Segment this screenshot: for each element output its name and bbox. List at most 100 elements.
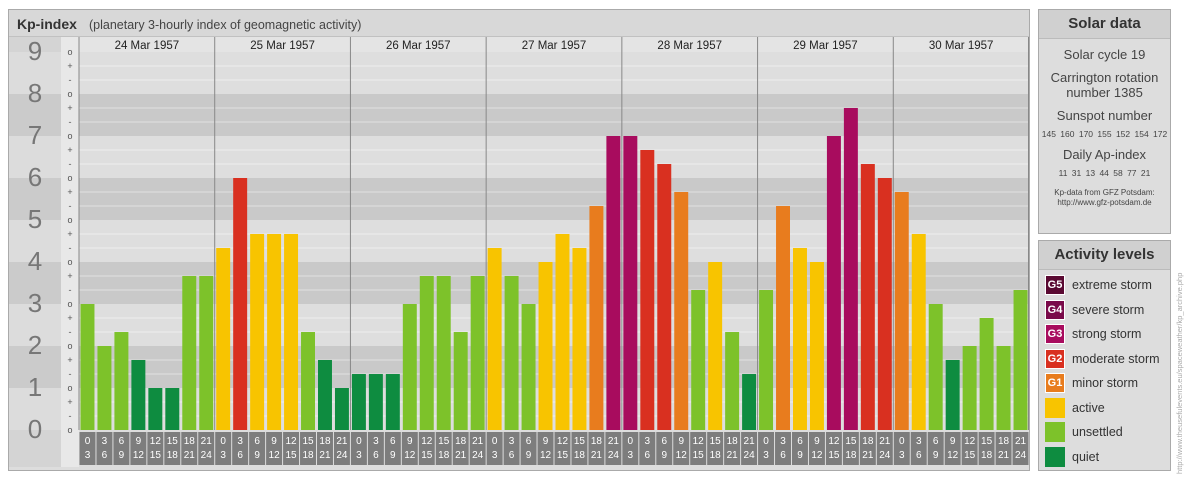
kp-bar <box>250 233 265 430</box>
ap-label: Daily Ap-index <box>1062 147 1147 162</box>
interval-end-label: 12 <box>404 450 416 461</box>
interval-start-label: 18 <box>591 436 603 447</box>
kp-chart-panel: Kp-index (planetary 3-hourly index of geo… <box>8 9 1030 471</box>
y-tick-label: 3 <box>28 288 42 318</box>
sub-tick-label: + <box>67 355 72 365</box>
interval-start-label: 0 <box>85 436 91 447</box>
interval-box <box>181 432 198 465</box>
legend-swatch <box>1045 397 1065 418</box>
date-label: 27 Mar 1957 <box>522 40 587 52</box>
interval-end-label: 9 <box>661 450 667 461</box>
legend-item: G2 moderate storm <box>1045 348 1160 369</box>
interval-start-label: 15 <box>981 436 993 447</box>
kp-bar <box>267 233 282 430</box>
interval-end-label: 24 <box>1015 450 1027 461</box>
legend-swatch: G1 <box>1045 373 1065 393</box>
interval-box <box>350 432 367 465</box>
sub-tick-label: o <box>67 425 72 435</box>
kp-bar <box>470 275 485 430</box>
kp-bar <box>809 262 824 430</box>
interval-start-label: 3 <box>102 436 108 447</box>
legend-item: unsettled <box>1045 422 1123 442</box>
date-label: 30 Mar 1957 <box>929 40 994 52</box>
subtick-column <box>61 37 79 467</box>
y-band <box>9 262 61 304</box>
interval-box <box>520 432 537 465</box>
interval-box <box>283 432 300 465</box>
sub-tick-label: o <box>67 257 72 267</box>
interval-start-label: 3 <box>237 436 243 447</box>
kp-bar <box>487 248 502 430</box>
interval-box <box>537 432 554 465</box>
legend-item: quiet <box>1045 446 1100 467</box>
kp-bar <box>80 304 95 430</box>
interval-end-label: 6 <box>373 450 379 461</box>
interval-start-label: 12 <box>557 436 569 447</box>
sub-tick-label: - <box>69 117 72 127</box>
kp-bar <box>114 332 129 430</box>
interval-end-label: 24 <box>608 450 620 461</box>
interval-end-label: 24 <box>201 450 213 461</box>
kp-band <box>79 94 1029 136</box>
kp-data-credit: Kp-data from GFZ Potsdam: http://www.gfz… <box>1039 188 1170 208</box>
kp-bar <box>657 164 672 430</box>
interval-end-label: 18 <box>167 450 179 461</box>
interval-start-label: 21 <box>1015 436 1027 447</box>
interval-end-label: 18 <box>438 450 450 461</box>
activity-levels-title: Activity levels <box>1039 241 1170 270</box>
interval-end-label: 3 <box>628 450 634 461</box>
kp-bar <box>759 290 774 430</box>
kp-bar <box>385 374 400 430</box>
credit-line2[interactable]: http://www.gfz-potsdam.de <box>1057 198 1152 207</box>
kp-bar <box>165 388 180 430</box>
interval-end-label: 18 <box>302 450 314 461</box>
chart-subtitle: (planetary 3-hourly index of geomagnetic… <box>89 18 361 32</box>
kp-bar <box>555 233 570 430</box>
kp-bar <box>674 191 689 430</box>
interval-end-label: 18 <box>574 450 586 461</box>
date-label: 24 Mar 1957 <box>115 40 180 52</box>
interval-box <box>808 432 825 465</box>
interval-start-label: 9 <box>407 436 413 447</box>
interval-box <box>384 432 401 465</box>
carrington-line2: number 1385 <box>1066 85 1143 100</box>
interval-end-label: 12 <box>676 450 688 461</box>
activity-levels-panel: Activity levels G5 extreme storm G4 severe … <box>1038 240 1171 471</box>
legend-label: quiet <box>1072 449 1100 464</box>
interval-end-label: 6 <box>780 450 786 461</box>
interval-box <box>486 432 503 465</box>
interval-box <box>300 432 316 465</box>
kp-bar <box>860 164 875 430</box>
interval-box <box>571 432 588 465</box>
interval-end-label: 21 <box>998 450 1010 461</box>
interval-box <box>452 432 469 465</box>
interval-start-label: 21 <box>472 436 484 447</box>
interval-end-label: 21 <box>455 450 467 461</box>
interval-box <box>724 432 741 465</box>
interval-end-label: 12 <box>269 450 281 461</box>
sub-tick-label: o <box>67 173 72 183</box>
interval-end-label: 21 <box>591 450 603 461</box>
kp-bar <box>1013 290 1028 430</box>
side-credit-url[interactable]: http://www.theusefulevents.eu/spaceweath… <box>1175 272 1184 474</box>
kp-bar <box>233 178 248 430</box>
interval-start-label: 9 <box>950 436 956 447</box>
kp-bar <box>419 275 434 430</box>
sub-tick-label: + <box>67 313 72 323</box>
interval-start-label: 6 <box>119 436 125 447</box>
kp-band <box>79 52 1029 94</box>
kp-bar <box>318 359 332 430</box>
interval-start-label: 9 <box>814 436 820 447</box>
interval-box <box>605 432 622 465</box>
y-band <box>9 346 61 388</box>
interval-end-label: 18 <box>710 450 722 461</box>
date-label: 28 Mar 1957 <box>657 40 722 52</box>
sub-tick-label: + <box>67 145 72 155</box>
kp-bar <box>97 346 112 430</box>
interval-end-label: 3 <box>220 450 226 461</box>
kp-bar <box>945 359 960 430</box>
interval-start-label: 0 <box>220 436 226 447</box>
date-label: 29 Mar 1957 <box>793 40 858 52</box>
interval-start-label: 15 <box>574 436 586 447</box>
interval-end-label: 9 <box>119 450 125 461</box>
